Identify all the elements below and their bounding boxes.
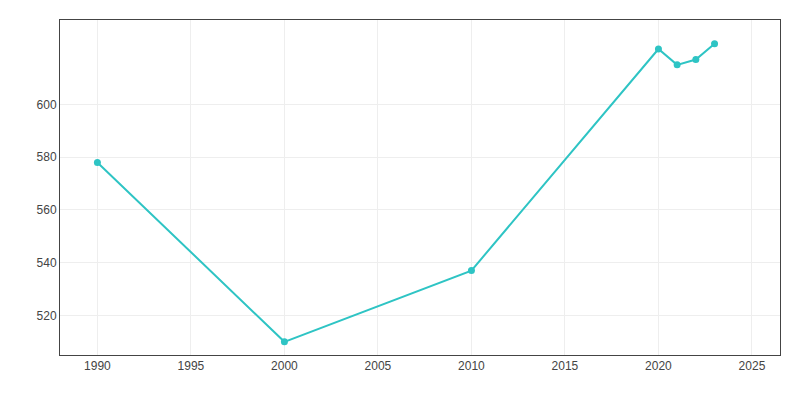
svg-text:520: 520 xyxy=(37,309,57,323)
svg-text:1990: 1990 xyxy=(84,359,111,373)
svg-text:2005: 2005 xyxy=(365,359,392,373)
svg-text:2015: 2015 xyxy=(552,359,579,373)
svg-text:560: 560 xyxy=(37,203,57,217)
svg-text:2010: 2010 xyxy=(458,359,485,373)
svg-text:1995: 1995 xyxy=(178,359,205,373)
svg-text:2020: 2020 xyxy=(645,359,672,373)
svg-text:2025: 2025 xyxy=(739,359,766,373)
svg-text:540: 540 xyxy=(37,256,57,270)
svg-text:600: 600 xyxy=(37,98,57,112)
svg-text:580: 580 xyxy=(37,150,57,164)
svg-text:2000: 2000 xyxy=(271,359,298,373)
